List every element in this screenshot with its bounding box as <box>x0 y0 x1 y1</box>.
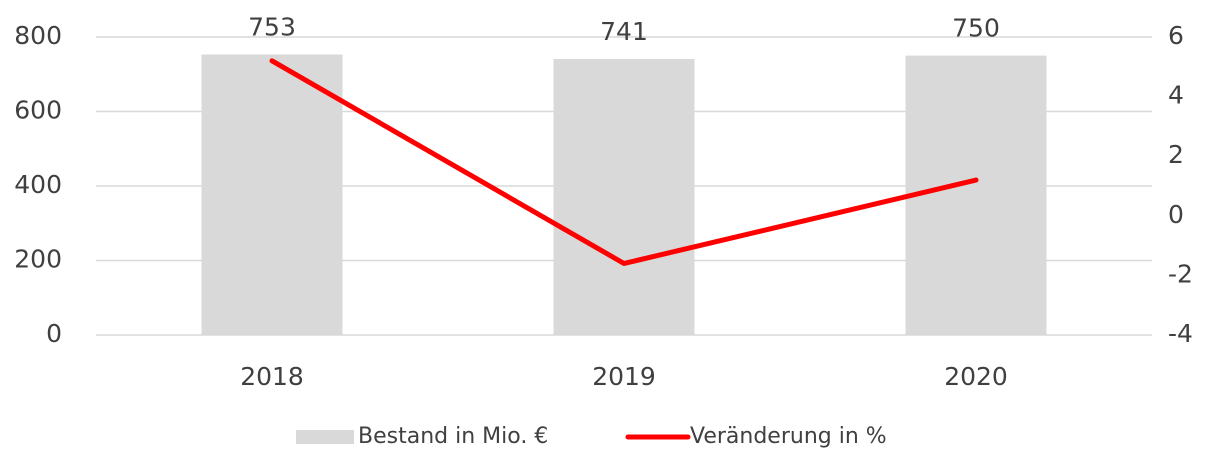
y2-tick-label: -2 <box>1168 259 1193 288</box>
y-tick-label: 200 <box>14 245 62 274</box>
x-tick-label: 2018 <box>240 362 304 391</box>
legend-swatch <box>296 430 354 444</box>
y-tick-label: 600 <box>14 96 62 125</box>
bar <box>553 58 695 335</box>
y2-tick-label: 4 <box>1168 81 1184 110</box>
y2-tick-label: 2 <box>1168 140 1184 169</box>
legend-label: Bestand in Mio. € <box>358 424 548 449</box>
data-label: 750 <box>952 14 1000 43</box>
y-tick-label: 800 <box>14 21 62 50</box>
line <box>269 58 979 266</box>
data-label: 753 <box>248 13 296 42</box>
data-label: 741 <box>600 17 648 46</box>
y2-tick-label: 6 <box>1168 21 1184 50</box>
y-tick-label: 400 <box>14 170 62 199</box>
x-tick-label: 2020 <box>944 362 1008 391</box>
legend-label: Veränderung in % <box>690 424 887 449</box>
x-tick-label: 2019 <box>592 362 656 391</box>
bar <box>905 55 1047 335</box>
y-tick-label: 0 <box>46 319 62 348</box>
bar <box>201 54 343 335</box>
y2-tick-label: -4 <box>1168 319 1193 348</box>
y2-tick-label: 0 <box>1168 200 1184 229</box>
